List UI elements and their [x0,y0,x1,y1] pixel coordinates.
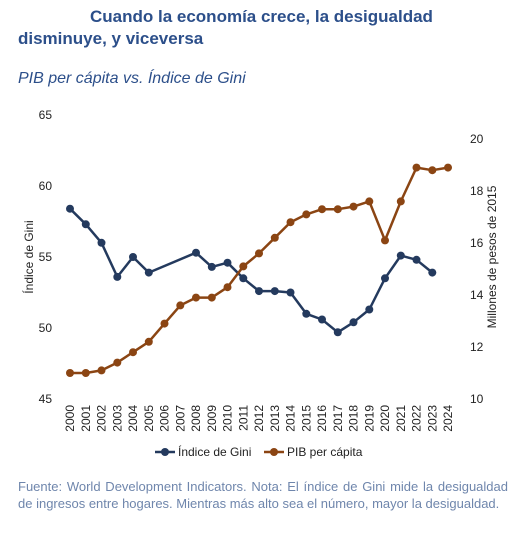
gini-data-point [270,287,279,296]
x-tick-label: 2021 [394,405,408,432]
legend: Índice de Gini PIB per cápita [155,444,363,459]
y-right-tick-label: 16 [470,236,484,250]
x-tick-label: 2010 [221,405,235,432]
x-tick-label: 2017 [331,405,345,432]
x-tick-label: 2005 [142,405,156,432]
x-tick-label: 2001 [79,405,93,432]
pib-data-point [318,205,326,214]
x-tick-label: 2004 [126,405,140,432]
x-ticks: 2000 2001 2002 2003 2004 2005 2006 2007 2008 2009… [63,405,455,432]
gini-data-point [113,272,122,281]
y-right-tick-label: 20 [470,132,484,146]
footnote: Fuente: World Development Indicators. No… [18,479,508,511]
pib-data-point [396,197,405,206]
gini-data-point [239,274,248,283]
gini-data-point [333,328,342,337]
gini-data-point [97,238,106,247]
pib-data-point [176,301,185,310]
y-left-tick-label: 55 [39,250,53,264]
y-right-tick-label: 14 [470,288,484,302]
x-tick-label: 2020 [378,405,392,432]
x-tick-label: 2008 [189,405,203,432]
y-left-axis-title: Índice de Gini [21,220,36,293]
pib-data-point [113,358,122,367]
x-tick-label: 2000 [63,405,77,432]
gini-data-point [286,288,295,297]
x-tick-label: 2007 [173,405,187,432]
gini-data-point [129,253,137,261]
x-tick-label: 2003 [110,405,124,432]
gini-data-point [144,268,153,277]
x-tick-label: 2014 [284,405,298,432]
gini-data-point [381,274,389,283]
legend-gini-marker [161,448,169,456]
pib-data-point [333,205,342,214]
chart-title: PIB per cápita vs. Índice de Gini [18,70,246,87]
x-tick-label: 2024 [441,405,455,432]
pib-data-point [81,369,90,377]
y-left-tick-label: 60 [39,179,53,193]
pib-data-point [349,202,358,211]
y-right-tick-label: 10 [470,392,484,406]
pib-data-point [160,319,169,328]
x-tick-label: 2016 [315,405,329,432]
y-right-axis-title: Millones de pesos de 2015 [485,185,499,328]
gini-data-point [255,287,263,296]
gini-data-point [81,220,90,229]
gini-data-point [207,262,216,271]
x-tick-label: 2006 [158,405,172,432]
gini-data-point [66,204,74,213]
x-tick-label: 2019 [362,405,376,432]
gini-data-point [412,255,421,264]
pib-data-point [207,293,216,302]
pib-data-point [286,218,295,227]
pib-data-point [444,163,452,172]
page-heading: Cuando la economía crece, la desigualdad… [18,7,433,48]
pib-data-point [144,337,153,346]
gini-data-point [428,268,437,277]
x-tick-label: 2011 [236,405,250,431]
legend-pib-label: PIB per cápita [287,445,363,459]
pib-data-point [255,249,263,258]
y-left-tick-label: 45 [39,392,53,406]
pib-data-point [365,197,374,206]
gini-series-line [69,207,434,334]
x-tick-label: 2018 [347,405,361,432]
y-right-ticks: 10 12 14 16 18 20 [470,132,484,406]
legend-gini-label: Índice de Gini [178,444,251,459]
series-layer [66,163,452,377]
pib-data-point [381,236,389,245]
gini-data-point [223,258,232,267]
gini-data-point [302,309,311,318]
gini-data-point [349,318,358,327]
pib-data-point [270,233,279,242]
y-left-tick-label: 65 [39,108,53,122]
x-tick-label: 2015 [299,405,313,432]
pib-data-point [223,283,232,292]
pib-data-point [428,166,437,175]
x-tick-label: 2009 [205,405,219,432]
pib-data-point [302,210,311,219]
gini-data-point [318,315,326,324]
y-left-tick-label: 50 [39,321,53,335]
pib-data-point [129,348,137,357]
pib-data-point [412,163,421,172]
x-tick-label: 2023 [425,405,439,432]
gini-data-point [192,248,200,257]
pib-data-point [192,293,200,302]
x-tick-label: 2013 [268,405,282,432]
gini-data-point [365,305,374,314]
pib-data-point [239,262,248,271]
x-tick-label: 2022 [410,405,424,432]
y-left-ticks: 45 50 55 60 65 [39,108,53,406]
y-right-tick-label: 12 [470,340,484,354]
y-right-tick-label: 18 [470,184,484,198]
pib-data-point [66,369,74,377]
gini-data-point [396,251,405,260]
pib-data-point [97,366,106,375]
x-tick-label: 2012 [252,405,266,432]
legend-pib-marker [270,448,278,456]
x-tick-label: 2002 [95,405,109,432]
